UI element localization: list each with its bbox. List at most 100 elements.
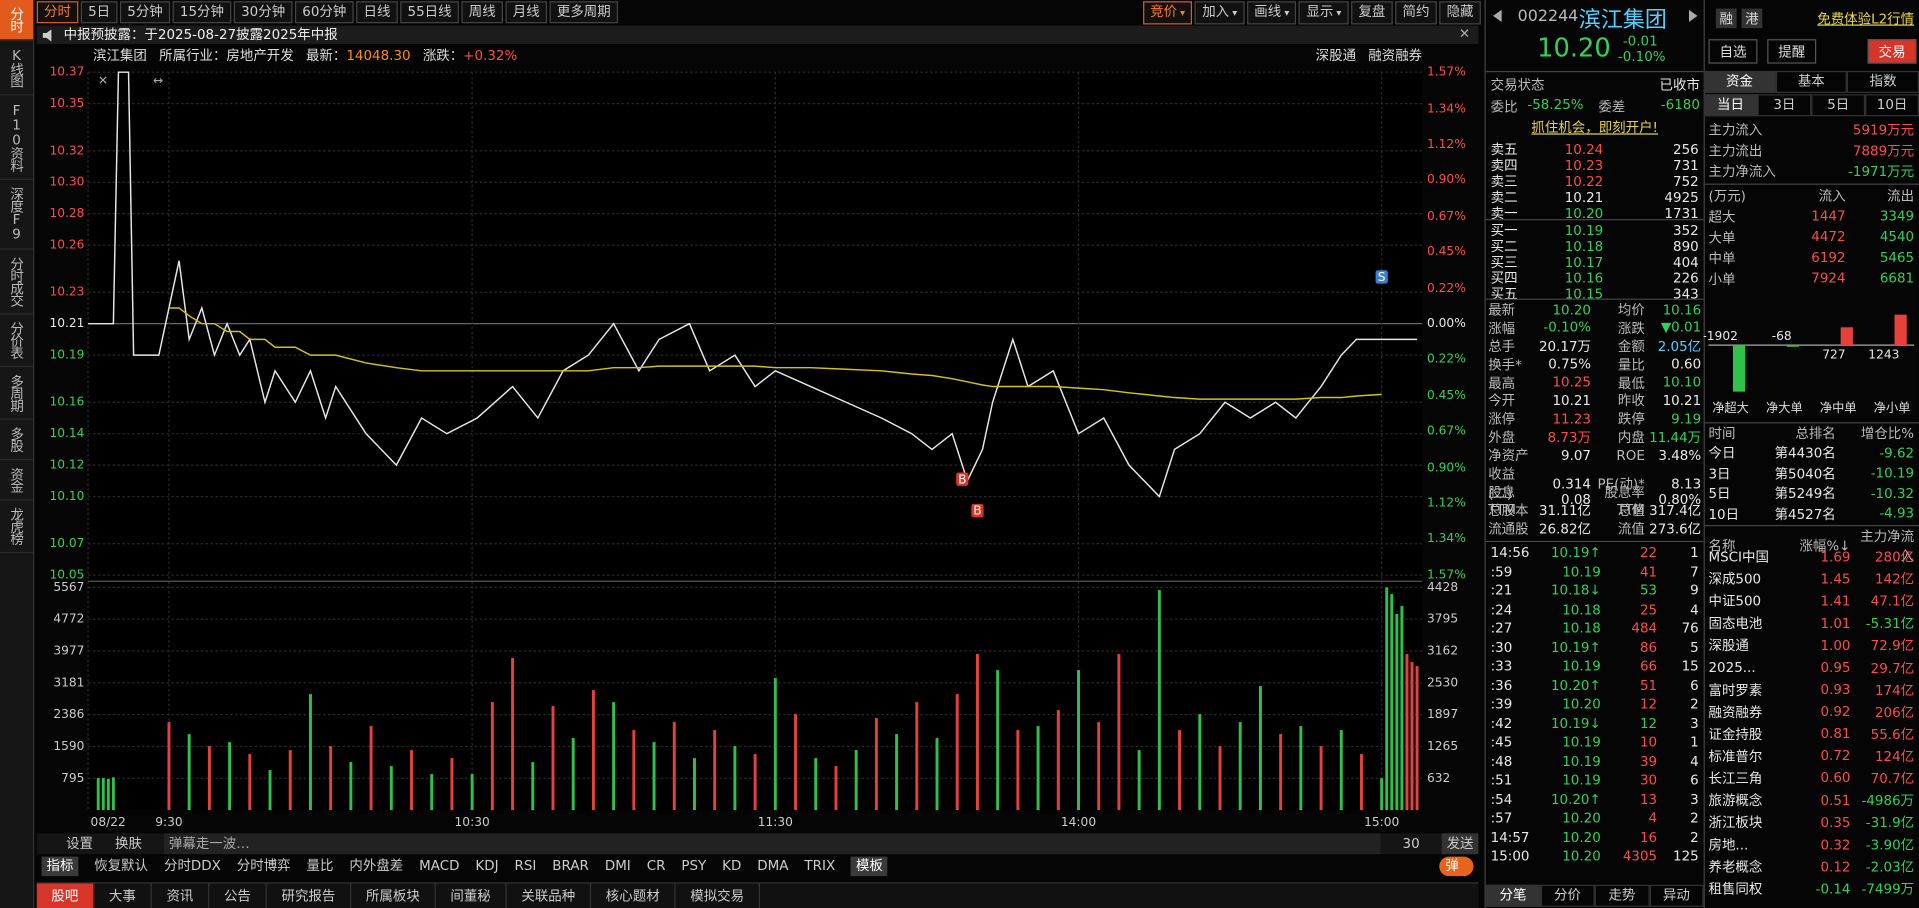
bottom-tab[interactable]: 模拟交易	[676, 883, 761, 908]
side-button[interactable]: 交易	[1867, 39, 1917, 64]
tick-tab[interactable]: 分笔	[1485, 884, 1541, 907]
badge[interactable]: 港	[1741, 8, 1763, 29]
period-button[interactable]: 30分钟	[233, 1, 293, 24]
period-tab[interactable]: 10日	[1865, 94, 1919, 117]
nav-tab[interactable]: 深度F9	[0, 180, 34, 250]
period-button[interactable]: 5分钟	[119, 1, 171, 24]
nav-tab[interactable]: 分价表	[0, 314, 34, 368]
link[interactable]: 融资融券	[1368, 47, 1423, 64]
volume-bar	[1385, 587, 1389, 811]
indicator[interactable]: DMI	[604, 857, 631, 874]
side-button[interactable]: 提醒	[1767, 39, 1817, 64]
indicator-label[interactable]: 指标	[41, 856, 79, 877]
speaker-icon	[42, 29, 52, 42]
tool-button[interactable]: 简约	[1395, 1, 1437, 25]
indicator[interactable]: TRIX	[804, 857, 836, 874]
promo[interactable]: 抓住机会，即刻开户!	[1531, 119, 1658, 136]
template-button[interactable]: 模板	[851, 856, 888, 877]
cell: -31.9亿	[1865, 815, 1915, 832]
tool-button[interactable]: 隐藏	[1439, 1, 1481, 25]
fund-tab[interactable]: 指数	[1847, 70, 1919, 94]
period-button[interactable]: 分时	[36, 1, 79, 24]
indicator[interactable]: 量比	[306, 857, 334, 874]
fund-tab[interactable]: 资金	[1703, 70, 1776, 94]
ask-row: 卖四 10.23 731	[1491, 155, 1699, 174]
period-button[interactable]: 60分钟	[294, 1, 354, 24]
indicator[interactable]: MACD	[419, 857, 460, 874]
expand-icon[interactable]: ↔	[153, 73, 163, 87]
indicator[interactable]: BRAR	[552, 857, 589, 874]
period-button[interactable]: 55日线	[400, 1, 459, 24]
bottom-tab[interactable]: 关联品种	[507, 883, 592, 908]
l2-link[interactable]: 免费体验L2行情	[1817, 11, 1915, 27]
bid-row: 买四 10.16 226	[1491, 268, 1699, 287]
tool-button[interactable]: 画线	[1246, 1, 1297, 25]
cell: 6	[1690, 772, 1699, 789]
nav-tab[interactable]: 多股	[0, 420, 34, 461]
period-tab[interactable]: 当日	[1703, 94, 1758, 117]
trade-marker	[1375, 270, 1388, 284]
tick-tab[interactable]: 异动	[1649, 884, 1704, 907]
bottom-tab[interactable]: 间董秘	[436, 883, 507, 908]
link[interactable]: 深股通	[1315, 47, 1357, 64]
nav-tab[interactable]: K线图	[0, 40, 34, 96]
indicator[interactable]: PSY	[681, 857, 707, 874]
nav-tab[interactable]: 分时	[0, 0, 34, 41]
settings[interactable]: 设置	[66, 835, 94, 852]
cell: 0.60	[1820, 770, 1851, 787]
period-button[interactable]: 周线	[461, 1, 504, 24]
indicator[interactable]: DMA	[757, 857, 789, 874]
bottom-tab[interactable]: 股吧	[36, 883, 95, 908]
bottom-tab[interactable]: 大事	[94, 883, 152, 908]
cell: 13	[1639, 791, 1658, 808]
indicator[interactable]: RSI	[514, 857, 537, 874]
bottom-tab[interactable]: 所属板块	[351, 883, 436, 908]
cell: 11.44万	[1649, 429, 1702, 446]
indicator[interactable]: KD	[722, 857, 742, 874]
period-tab[interactable]: 3日	[1757, 94, 1812, 117]
nav-tab[interactable]: 多周期	[0, 367, 34, 420]
tick-row: :27 10.18 484 76	[1491, 619, 1699, 638]
indicator[interactable]: CR	[646, 857, 666, 874]
close-icon[interactable]: ✕	[1458, 25, 1471, 42]
indicator[interactable]: 分时DDX	[163, 857, 221, 874]
period-button[interactable]: 更多周期	[549, 1, 619, 24]
next-arrow[interactable]	[1688, 9, 1699, 23]
bottom-tab[interactable]: 研究报告	[267, 883, 352, 908]
period-tab[interactable]: 5日	[1811, 94, 1866, 117]
tool-button[interactable]: 加入	[1194, 1, 1245, 25]
tool-button[interactable]: 竞价	[1142, 1, 1193, 25]
period-button[interactable]: 月线	[505, 1, 548, 24]
tick-tab[interactable]: 分价	[1540, 884, 1595, 907]
nav-tab[interactable]: 分时成交	[0, 250, 34, 315]
tool-button[interactable]: 复盘	[1351, 1, 1393, 25]
close-chart-icon[interactable]: ✕	[98, 73, 108, 87]
tool-button[interactable]: 显示	[1299, 1, 1349, 25]
indicator[interactable]: KDJ	[475, 857, 499, 874]
danmu-input[interactable]: 弹幕走一波…	[163, 833, 1381, 855]
period-button[interactable]: 5日	[80, 1, 118, 24]
danmu-toggle[interactable]: 弹	[1439, 856, 1474, 877]
fund-tab[interactable]: 基本	[1775, 70, 1848, 94]
nav-tab[interactable]: F10资料	[0, 95, 34, 180]
bottom-tab[interactable]: 公告	[209, 883, 267, 908]
side-button[interactable]: 自选	[1708, 39, 1758, 64]
indicator[interactable]: 内外盘差	[349, 857, 404, 874]
cell: 10.20	[1562, 810, 1601, 827]
period-button[interactable]: 日线	[356, 1, 398, 24]
indicator[interactable]: 恢复默认	[94, 857, 149, 874]
cell: MSCI中国	[1708, 549, 1769, 566]
cell: :36	[1490, 677, 1513, 694]
badge[interactable]: 融	[1715, 8, 1737, 29]
bottom-tab[interactable]: 核心题材	[591, 883, 676, 908]
indicator[interactable]: 分时博弈	[236, 857, 291, 874]
bottom-tab[interactable]: 资讯	[152, 883, 210, 908]
period-button[interactable]: 15分钟	[172, 1, 232, 24]
prev-arrow[interactable]	[1493, 9, 1503, 23]
send-button[interactable]: 发送	[1441, 833, 1479, 855]
nav-tab[interactable]: 龙虎榜	[0, 501, 34, 554]
stock-title: 滨江集团	[1578, 7, 1667, 34]
nav-tab[interactable]: 资金	[0, 460, 34, 501]
tick-tab[interactable]: 走势	[1594, 884, 1650, 907]
skin[interactable]: 换肤	[115, 835, 142, 852]
